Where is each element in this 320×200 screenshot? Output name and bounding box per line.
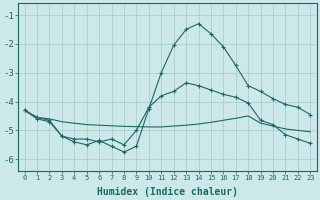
X-axis label: Humidex (Indice chaleur): Humidex (Indice chaleur) <box>97 186 238 197</box>
